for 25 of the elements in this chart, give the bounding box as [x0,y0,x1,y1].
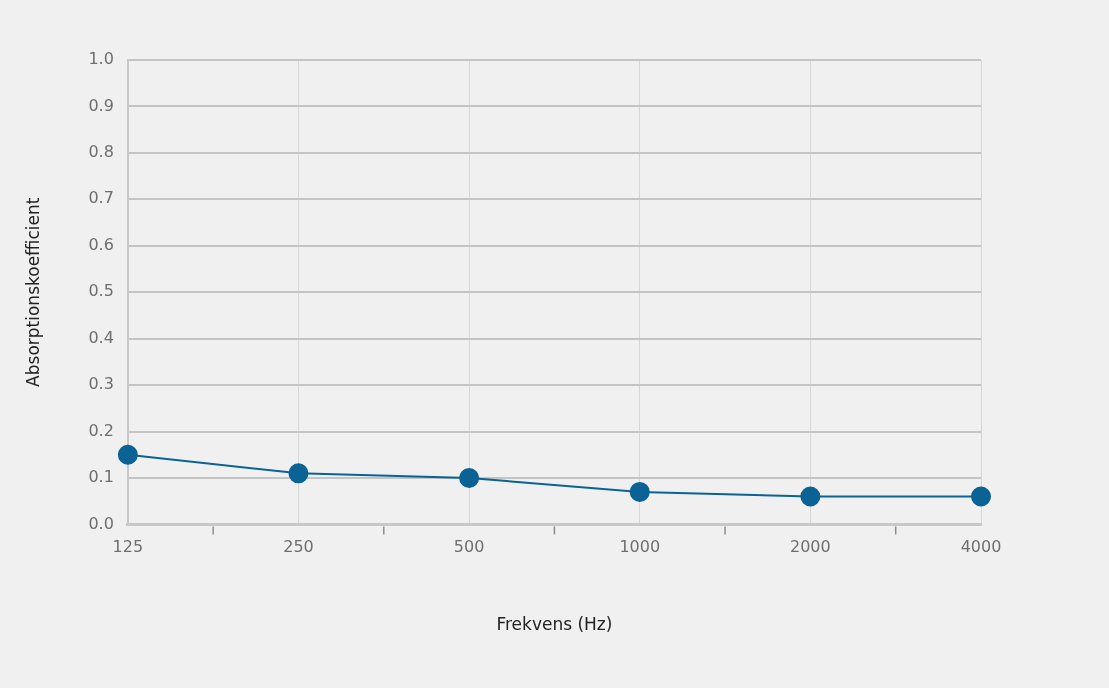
y-tick-label: 1.0 [88,49,114,69]
point [800,486,821,507]
y-tick-label: 0.1 [88,467,114,487]
y-tick-label: 0.3 [88,374,114,394]
y-tick-label: 0.2 [88,420,114,440]
x-axis-title: Frekvens (Hz) [496,614,613,635]
y-tick-label: 0.9 [88,95,114,115]
point [459,467,480,488]
y-tick-label: 0.4 [88,327,114,347]
point [288,463,309,484]
x-tick-label: 4000 [960,537,1002,557]
y-tick-label: 0.7 [88,188,114,208]
x-tick-label: 125 [112,537,144,557]
point [971,486,991,507]
point [629,481,650,502]
x-tick-label: 500 [453,537,485,557]
y-tick-label: 0.8 [88,142,114,162]
y-tick-label: 0.5 [88,281,114,301]
point [117,444,138,465]
y-axis-title: Absorptionskoefficient [22,197,43,387]
x-tick-label: 1000 [619,537,661,557]
y-tick-label: 0.6 [88,234,114,254]
x-tick-label: 250 [283,537,314,557]
y-tick-label: 0.0 [88,513,114,533]
x-tick-label: 2000 [790,537,831,557]
